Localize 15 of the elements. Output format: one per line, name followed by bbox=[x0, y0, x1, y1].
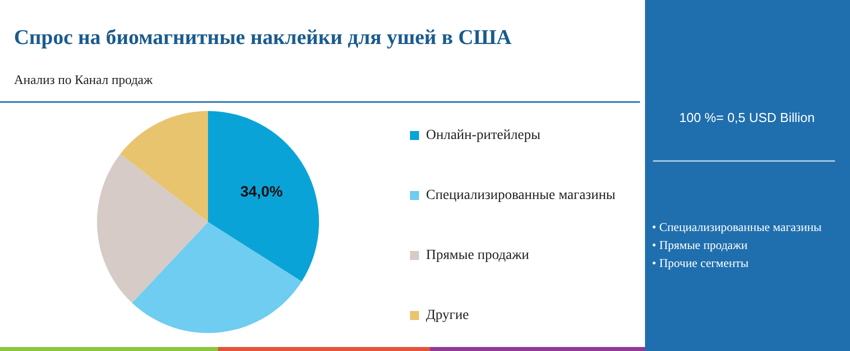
text: • Прочие сегменты bbox=[652, 256, 749, 270]
legend-label: Специализированные магазины bbox=[426, 188, 616, 204]
pie-slice bbox=[120, 111, 208, 222]
data-label: 34,0% bbox=[240, 184, 283, 201]
legend-label: Другие bbox=[426, 308, 469, 324]
legend-label: Онлайн-ритейлеры bbox=[426, 128, 541, 144]
legend-label: Прямые продажи bbox=[426, 248, 530, 264]
text: • Прямые продажи bbox=[652, 238, 748, 252]
chart-subtitle: Анализ по Канал продаж bbox=[14, 72, 154, 87]
pie-slice bbox=[132, 222, 302, 333]
text: 100 %= 0,5 USD Billion bbox=[679, 110, 815, 125]
pie-slice bbox=[97, 154, 208, 303]
text: • Специализированные магазины bbox=[652, 220, 822, 234]
chart-title: Спрос на биомагнитные наклейки для ушей в США bbox=[14, 25, 512, 49]
pie-slice bbox=[208, 111, 319, 282]
